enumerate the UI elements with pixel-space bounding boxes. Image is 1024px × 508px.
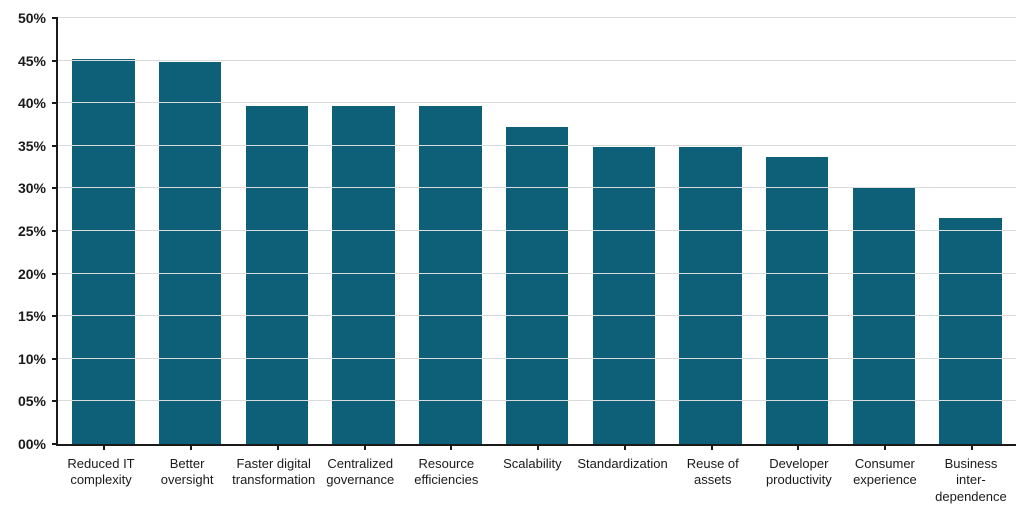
y-tick [52, 230, 58, 232]
y-tick [52, 358, 58, 360]
x-axis-label: Better oversight [144, 450, 230, 508]
bars-container [58, 18, 1016, 444]
bar-slot [580, 18, 667, 444]
x-axis-label: Faster digital transformation [230, 450, 317, 508]
x-axis-label: Scalability [489, 450, 575, 508]
x-axis-label: Centralized governance [317, 450, 403, 508]
x-axis-label: Standardization [575, 450, 669, 508]
bar [72, 59, 134, 444]
bar-slot [233, 18, 320, 444]
y-tick [52, 187, 58, 189]
grid-line [58, 102, 1016, 103]
y-axis-label: 25% [18, 223, 46, 239]
y-axis-label: 15% [18, 308, 46, 324]
y-axis-label: 05% [18, 393, 46, 409]
bar-slot [407, 18, 494, 444]
grid-line [58, 230, 1016, 231]
grid-line [58, 145, 1016, 146]
y-tick [52, 60, 58, 62]
bar-chart: 00% 05% 10% 15% 20% 25% 30% 35% 40% 45% 50% Reduce… [0, 0, 1024, 508]
bar [159, 62, 221, 444]
grid-line [58, 187, 1016, 188]
plot-area [56, 18, 1016, 446]
bar [332, 106, 394, 444]
bar [853, 188, 915, 444]
bar-slot [60, 18, 147, 444]
y-axis-labels: 00% 05% 10% 15% 20% 25% 30% 35% 40% 45% 50% [0, 0, 52, 508]
x-axis-label: Reuse of assets [670, 450, 756, 508]
bar-slot [754, 18, 841, 444]
y-tick [52, 443, 58, 445]
x-axis-label: Developer productivity [756, 450, 842, 508]
x-axis-labels: Reduced IT complexityBetter oversightFas… [56, 450, 1016, 508]
x-axis-label: Consumer experience [842, 450, 928, 508]
x-axis-label: Resource efficiencies [403, 450, 489, 508]
bar-slot [147, 18, 234, 444]
bar-slot [927, 18, 1014, 444]
grid-line [58, 60, 1016, 61]
grid-line [58, 358, 1016, 359]
y-axis-label: 45% [18, 53, 46, 69]
bar-slot [320, 18, 407, 444]
y-axis-label: 35% [18, 138, 46, 154]
y-tick [52, 400, 58, 402]
bar [419, 106, 481, 444]
bar [679, 147, 741, 444]
y-axis-label: 10% [18, 351, 46, 367]
grid-line [58, 273, 1016, 274]
bar [506, 127, 568, 444]
bar [939, 218, 1001, 444]
bar-slot [494, 18, 581, 444]
y-axis-label: 20% [18, 266, 46, 282]
x-axis-label: Business inter-dependence [928, 450, 1014, 508]
y-axis-label: 40% [18, 95, 46, 111]
grid-line [58, 400, 1016, 401]
grid-line [58, 17, 1016, 18]
y-axis-label: 30% [18, 180, 46, 196]
bar [246, 106, 308, 444]
bar-slot [667, 18, 754, 444]
grid-line [58, 315, 1016, 316]
y-tick [52, 102, 58, 104]
y-tick [52, 145, 58, 147]
bar [593, 147, 655, 444]
y-axis-label: 00% [18, 436, 46, 452]
y-tick [52, 273, 58, 275]
y-tick [52, 17, 58, 19]
y-tick [52, 315, 58, 317]
bar-slot [841, 18, 928, 444]
x-axis-label: Reduced IT complexity [58, 450, 144, 508]
y-axis-label: 50% [18, 10, 46, 26]
